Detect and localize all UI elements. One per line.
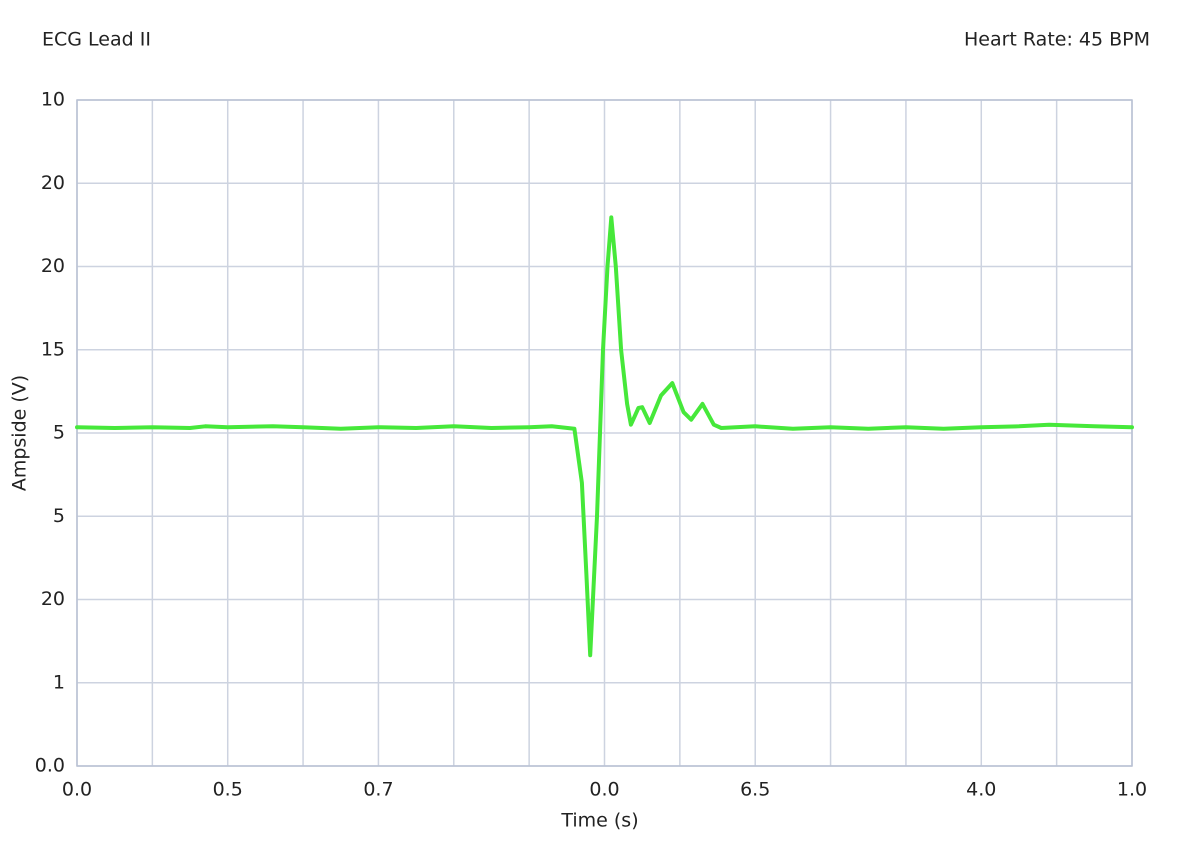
plot-frame: [76, 99, 1133, 767]
x-tick-label: 0.0: [62, 779, 92, 801]
y-axis-label: Ampside (V): [9, 375, 31, 491]
x-axis-label: Time (s): [560, 810, 638, 832]
y-tick-label: 20: [41, 172, 65, 194]
x-tick-label: 0.7: [363, 779, 393, 801]
heart-rate: Heart Rate: 45 BPM: [964, 29, 1150, 51]
y-tick-label: 5: [53, 422, 65, 444]
y-tick-label: 1: [53, 671, 65, 693]
x-tick-label: 4.0: [966, 779, 996, 801]
y-tick-label: 20: [41, 255, 65, 277]
y-tick-label: 0.0: [35, 755, 65, 777]
x-tick-label: 1.0: [1117, 779, 1147, 801]
chart-title: ECG Lead II: [42, 29, 151, 51]
y-tick-label: 5: [53, 505, 65, 527]
x-tick-label: 0.5: [213, 779, 243, 801]
x-tick-label: 6.5: [740, 779, 770, 801]
y-tick-label: 20: [41, 588, 65, 610]
ecg-line: [75, 215, 1134, 658]
x-tick-label: 0.0: [589, 779, 619, 801]
y-tick-label: 15: [41, 338, 65, 360]
y-tick-label: 10: [41, 89, 65, 111]
